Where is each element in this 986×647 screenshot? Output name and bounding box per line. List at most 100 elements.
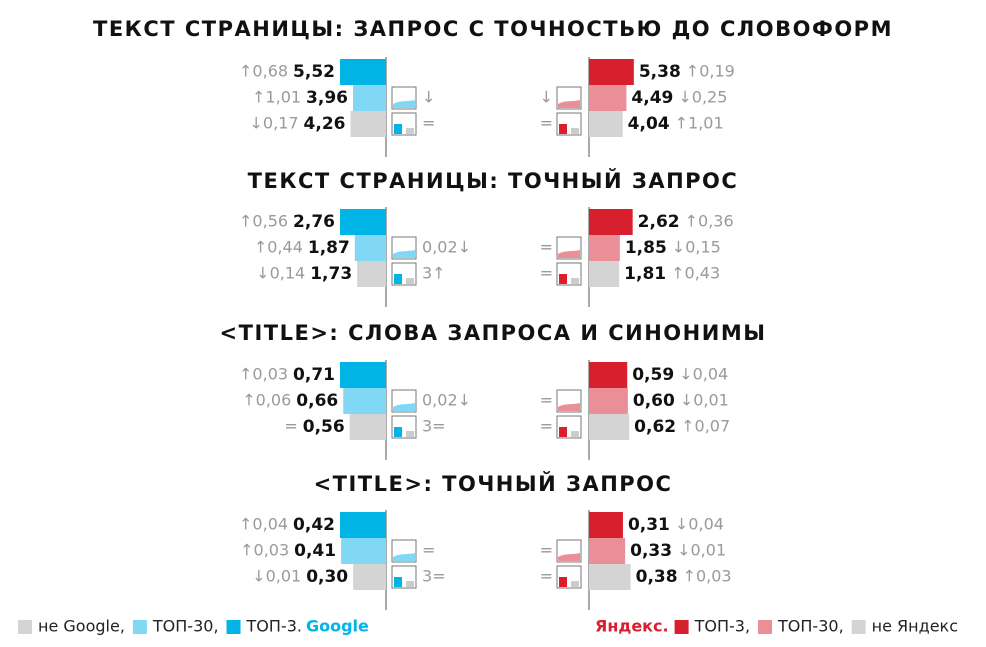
value-label: 0,31 xyxy=(628,515,670,535)
mini-bar xyxy=(571,581,579,587)
section-title: ТЕКСТ СТРАНИЦЫ: ТОЧНЫЙ ЗАПРОС xyxy=(248,168,739,193)
value-label: 2,62 xyxy=(638,212,680,232)
mini-bar xyxy=(406,431,414,437)
mini-bar xyxy=(394,577,402,587)
mini-bar xyxy=(406,581,414,587)
google-bar xyxy=(340,209,386,235)
mini-bar xyxy=(559,577,567,587)
legend-label: не Google, xyxy=(38,617,125,636)
mini-label: = xyxy=(540,391,553,410)
google-bar xyxy=(340,59,386,85)
delta-label: ↓0,01 xyxy=(680,391,729,410)
mini-label: ↓ xyxy=(540,88,553,107)
yandex-bar xyxy=(589,538,626,564)
value-label: 0,38 xyxy=(636,567,678,587)
value-label: 5,38 xyxy=(639,62,681,82)
google-bar xyxy=(343,388,386,414)
google-bar xyxy=(341,538,386,564)
yandex-bar xyxy=(589,85,627,111)
section-title: <TITLE>: ТОЧНЫЙ ЗАПРОС xyxy=(314,471,673,496)
value-label: 0,71 xyxy=(293,365,335,385)
delta-label: ↑1,01 xyxy=(252,88,301,107)
legend-brand: Google xyxy=(306,617,369,636)
mini-bar xyxy=(571,431,579,437)
value-label: 0,33 xyxy=(630,541,672,561)
value-label: 4,04 xyxy=(628,114,670,134)
mini-bar xyxy=(394,124,402,134)
yandex-bar xyxy=(589,564,631,590)
mini-bar xyxy=(406,278,414,284)
mini-label: = xyxy=(540,238,553,257)
legend-swatch xyxy=(226,620,241,634)
yandex-bar xyxy=(589,261,620,287)
value-label: 1,81 xyxy=(624,264,666,284)
value-label: 0,60 xyxy=(633,391,675,411)
value-label: 4,26 xyxy=(304,114,346,134)
mini-label: = xyxy=(540,567,553,586)
mini-bar xyxy=(394,274,402,284)
value-label: 0,41 xyxy=(294,541,336,561)
delta-label: ↑0,43 xyxy=(671,264,720,283)
mini-bar xyxy=(406,128,414,134)
delta-label: ↓0,04 xyxy=(675,515,724,534)
delta-label: ↓0,25 xyxy=(678,88,727,107)
value-label: 1,85 xyxy=(625,238,667,258)
mini-bar xyxy=(571,278,579,284)
legend-label: не Яндекс xyxy=(872,617,958,636)
mini-label: 3= xyxy=(422,417,446,436)
mini-label: 3= xyxy=(422,567,446,586)
value-label: 0,62 xyxy=(634,417,676,437)
mini-bar xyxy=(559,274,567,284)
mini-label: 0,02↓ xyxy=(422,391,471,410)
value-label: 5,52 xyxy=(293,62,335,82)
mini-wave xyxy=(393,100,415,108)
legend-label: ТОП-3. xyxy=(246,617,302,636)
legend-swatch xyxy=(674,620,689,634)
delta-label: ↓0,14 xyxy=(256,264,305,283)
delta-label: ↑0,03 xyxy=(239,365,288,384)
mini-bar xyxy=(559,124,567,134)
mini-bar xyxy=(394,427,402,437)
delta-label: ↓0,01 xyxy=(677,541,726,560)
delta-label: = xyxy=(284,417,297,436)
delta-label: ↑0,03 xyxy=(240,541,289,560)
google-bar xyxy=(353,85,386,111)
yandex-bar xyxy=(589,235,620,261)
delta-label: ↑1,01 xyxy=(675,114,724,133)
mini-wave xyxy=(558,100,580,108)
google-bar xyxy=(353,564,386,590)
mini-label: 3↑ xyxy=(422,264,446,283)
delta-label: ↑0,36 xyxy=(685,212,734,231)
mini-label: = xyxy=(540,114,553,133)
legend-swatch xyxy=(18,620,32,634)
delta-label: ↑0,03 xyxy=(683,567,732,586)
value-label: 1,87 xyxy=(308,238,350,258)
legend-label: ТОП-3, xyxy=(694,617,750,636)
delta-label: ↑0,56 xyxy=(239,212,288,231)
legend-swatch xyxy=(758,620,773,634)
delta-label: ↑0,07 xyxy=(681,417,730,436)
value-label: 3,96 xyxy=(306,88,348,108)
mini-bar xyxy=(571,128,579,134)
mini-label: 0,02↓ xyxy=(422,238,471,257)
mini-wave xyxy=(558,250,580,258)
yandex-bar xyxy=(589,59,634,85)
mini-wave xyxy=(393,403,415,411)
mini-label: = xyxy=(540,264,553,283)
mini-label: = xyxy=(422,541,435,560)
delta-label: ↓0,01 xyxy=(252,567,301,586)
mini-wave xyxy=(558,553,580,561)
legend-brand: Яндекс. xyxy=(595,617,669,636)
section-title: ТЕКСТ СТРАНИЦЫ: ЗАПРОС С ТОЧНОСТЬЮ ДО СЛ… xyxy=(93,17,893,41)
section-title: <TITLE>: СЛОВА ЗАПРОСА И СИНОНИМЫ xyxy=(220,321,767,345)
value-label: 1,73 xyxy=(310,264,352,284)
mini-wave xyxy=(393,553,415,561)
legend-swatch xyxy=(851,620,866,634)
google-bar xyxy=(357,261,386,287)
value-label: 0,66 xyxy=(296,391,338,411)
legend-swatch xyxy=(132,620,147,634)
delta-label: ↓0,17 xyxy=(250,114,299,133)
yandex-bar xyxy=(589,512,623,538)
mini-label: ↓ xyxy=(422,88,435,107)
